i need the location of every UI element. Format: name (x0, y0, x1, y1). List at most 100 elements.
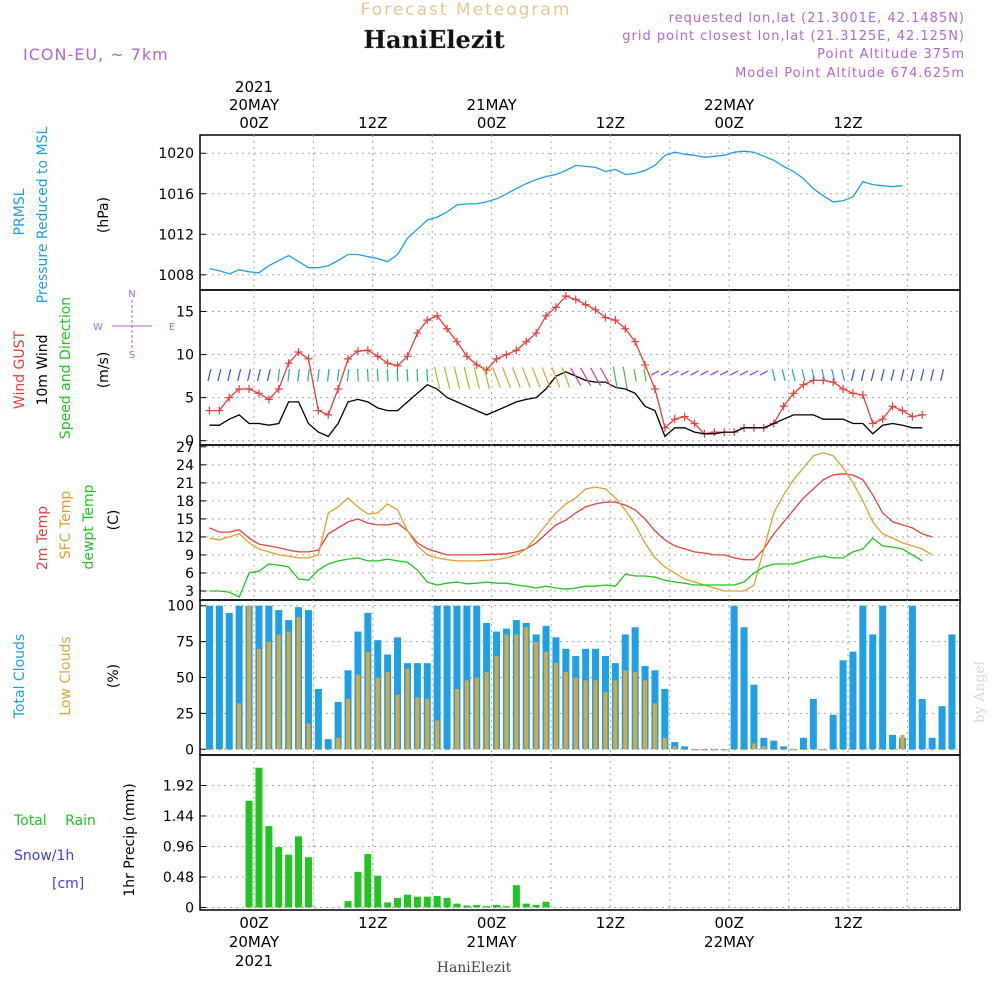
wind-direction-arrow (247, 369, 252, 382)
low-cloud-bar (910, 749, 915, 751)
low-cloud-bar (217, 749, 222, 751)
wind-ytick-label: 15 (176, 305, 194, 321)
low-cloud-bar (662, 737, 667, 750)
gust-point (502, 350, 511, 359)
wind-direction-arrow (920, 369, 925, 382)
low-cloud-bar (227, 749, 232, 751)
gust-point (839, 385, 848, 394)
top-day-label: 22MAY (704, 96, 755, 114)
precip-unit: 1hr Precip (mm) (122, 783, 138, 896)
gust-point (522, 337, 531, 346)
wind-direction-arrow (297, 368, 300, 382)
wind-direction-arrow (237, 369, 242, 382)
wind-direction-arrow (821, 369, 826, 382)
gust-point (423, 316, 432, 325)
wind-direction-arrow (561, 367, 571, 388)
chart-title: Forecast Meteogram (361, 0, 572, 20)
wind-direction-arrow (720, 370, 729, 376)
low-cloud-bar (751, 743, 756, 750)
gust-point (353, 347, 362, 356)
total-cloud-bar (730, 605, 738, 750)
bottom-hour-label: 00Z (715, 914, 744, 932)
gust-point (373, 352, 382, 361)
gust-point (809, 376, 818, 385)
low-cloud-bar (633, 671, 638, 750)
gust-point (383, 359, 392, 368)
total-cloud-bar (671, 742, 679, 750)
low-cloud-bar (831, 749, 836, 751)
low-cloud-bar (791, 749, 796, 751)
wind-direction-arrow (416, 368, 419, 382)
pressure-ytick-label: 1012 (158, 227, 194, 243)
low-cloud-bar (435, 720, 440, 750)
gust-point (829, 378, 838, 387)
low-cloud-bar (286, 631, 291, 750)
gust-point (868, 419, 877, 428)
low-cloud-bar (781, 749, 786, 751)
rain-bar (443, 897, 451, 908)
rain-bar (423, 896, 431, 908)
pressure-side-labels: PRMSL Pressure Reduced to MSL (hPa) (12, 126, 112, 303)
gust-point (680, 412, 689, 421)
wind-compass: N S W E (93, 289, 175, 361)
gust-point (403, 352, 412, 361)
pressure-ytick-label: 1016 (158, 187, 194, 203)
rain-bar (512, 885, 520, 908)
precip-label-snow: Snow/1h (14, 848, 74, 864)
gust-point (512, 346, 521, 355)
rain-bar (433, 896, 441, 908)
precip-panel: 0 0.48 0.96 1.44 1.92 (163, 754, 961, 916)
low-cloud-bar (603, 691, 608, 750)
dew-series-line (209, 537, 923, 598)
top-day-label: 20MAY (229, 96, 280, 114)
low-cloud-bar (514, 634, 519, 750)
wind-series-line (209, 371, 923, 438)
gust-point (561, 292, 570, 301)
sfc-series-line (209, 452, 933, 592)
gust-point (621, 324, 630, 333)
gust-point (848, 389, 857, 398)
gust-point (294, 348, 303, 356)
gust-point (551, 303, 560, 312)
wind-direction-arrow (622, 366, 628, 390)
wind-direction-arrow (207, 369, 212, 382)
temperature-ytick-label: 6 (185, 566, 194, 582)
precip-frame (199, 754, 961, 911)
pressure-unit: (hPa) (96, 197, 112, 233)
wind-direction-arrow (346, 368, 350, 382)
low-cloud-bar (771, 749, 776, 751)
compass-w: W (93, 322, 103, 333)
temperature-ytick-label: 21 (176, 476, 194, 492)
gust-point (314, 406, 323, 415)
total-cloud-bar (918, 699, 926, 750)
wind-direction-arrow (880, 369, 885, 382)
bottom-hour-label: 00Z (239, 914, 268, 932)
low-cloud-bar (880, 749, 885, 751)
wind-direction-arrow (376, 368, 379, 382)
gust-point (878, 415, 887, 424)
rain-bar (502, 906, 510, 908)
gust-point (215, 406, 224, 415)
low-cloud-bar (484, 671, 489, 750)
wind-direction-arrow (590, 367, 602, 387)
total-cloud-bar (799, 737, 807, 750)
clouds-ytick-label: 50 (176, 671, 194, 687)
low-cloud-bar (454, 688, 459, 750)
gust-point (799, 380, 808, 389)
wind-direction-arrow (791, 369, 796, 382)
2m-series-line (209, 473, 933, 561)
low-cloud-bar (722, 749, 727, 751)
low-cloud-bar (712, 749, 717, 751)
low-cloud-bar (464, 680, 469, 750)
gust-point (492, 354, 501, 363)
total-cloud-bar (889, 734, 897, 750)
low-cloud-bar (415, 697, 420, 750)
top-day-label: 21MAY (466, 96, 517, 114)
low-cloud-bar (801, 749, 806, 751)
gust-point (304, 354, 313, 363)
wind-direction-arrow (801, 369, 806, 382)
low-cloud-bar (949, 749, 954, 751)
wind-direction-arrow (483, 366, 490, 390)
wind-direction-arrow (650, 370, 660, 376)
